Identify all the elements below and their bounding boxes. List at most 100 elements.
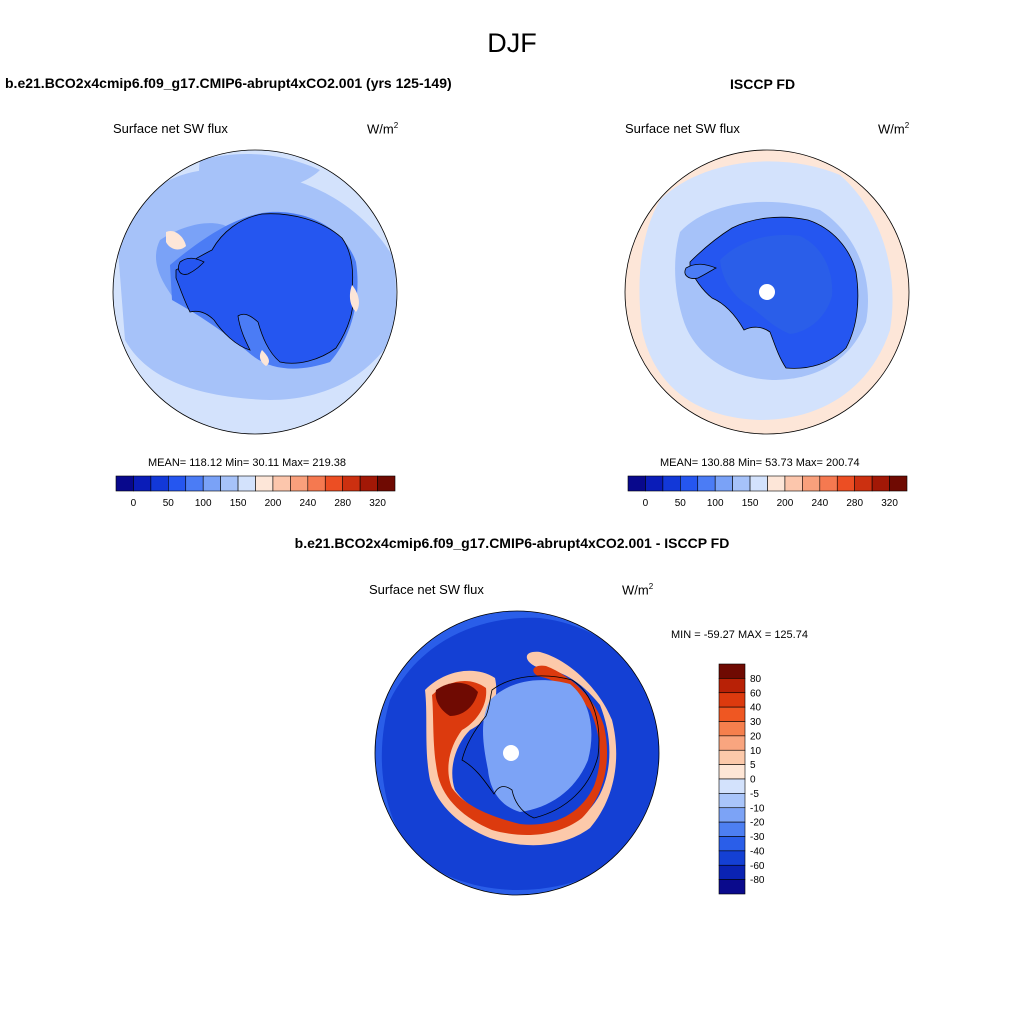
colorbar-2-box [749,475,768,492]
colorbar-1-tick-label: 200 [265,498,282,509]
colorbar-3-tick-label: -30 [750,832,765,843]
colorbar-1-box [133,475,152,492]
colorbar-3-box [718,778,746,794]
colorbar-3-tick-label: -20 [750,818,765,829]
colorbar-1-tick-label: 100 [195,498,212,509]
colorbar-3-box [718,663,746,679]
colorbar-2-box [767,475,786,492]
panel-1-title: b.e21.BCO2x4cmip6.f09_g17.CMIP6-abrupt4x… [5,75,452,91]
colorbar-2-tick-label: 320 [881,498,898,509]
map-3-antarctica-interior [483,680,592,812]
colorbar-3-tick-label: 30 [750,717,762,728]
colorbar-3-box [718,692,746,708]
map-1-warm-spot-c [259,350,269,366]
colorbar-2-box [714,475,733,492]
colorbar-1-box [359,475,378,492]
colorbar-1-tick-label: 240 [299,498,316,509]
colorbar-2-tick-label: 50 [675,498,687,509]
panel-3-variable: Surface net SW flux [369,582,484,597]
colorbar-1-box [307,475,326,492]
map-2-peninsula [684,263,717,279]
colorbar-2-box [662,475,681,492]
panel-1-stats: MEAN= 118.12 Min= 30.11 Max= 219.38 [148,457,347,469]
colorbar-2-box [802,475,821,492]
panel-2-stats: MEAN= 130.88 Min= 53.73 Max= 200.74 [660,457,860,469]
colorbar-3-tick-label: 40 [750,703,762,714]
colorbar-2-tick-label: 240 [811,498,828,509]
colorbar-1-box [185,475,204,492]
map-3-warm-ring-inner [432,665,608,835]
colorbar-3-tick-label: 80 [750,674,762,685]
map-1-peninsula [178,257,205,275]
colorbar-3-box [718,706,746,722]
colorbar-2-tick-label: 150 [742,498,759,509]
colorbar-3-box [718,735,746,751]
colorbar-3-tick-label: 60 [750,688,762,699]
map-3 [375,611,659,895]
colorbar-1-box [272,475,291,492]
colorbar-2-tick-label: 200 [777,498,794,509]
colorbar-1-box [202,475,221,492]
colorbar-2-box [784,475,803,492]
colorbar-3-box [718,721,746,737]
colorbar-3-tick-label: -5 [750,789,759,800]
panel-2-units: W/m2 [878,121,910,137]
map-3-coast [461,675,600,819]
colorbar-1-tick-label: 50 [163,498,175,509]
colorbar-1-tick-label: 280 [334,498,351,509]
colorbar-3-box [718,836,746,852]
colorbar-1-box [237,475,256,492]
colorbar-1-box [377,475,396,492]
panel-2-variable: Surface net SW flux [625,121,740,136]
colorbar-3-box [718,793,746,809]
colorbar-1-box [324,475,343,492]
colorbar-1-box [115,475,134,492]
colorbar-3-tick-label: -80 [750,875,765,886]
colorbar-2-box [645,475,664,492]
map-2-polar-hole [759,284,775,300]
colorbar-2-box [697,475,716,492]
colorbar-3-box [718,807,746,823]
panel-3-units: W/m2 [622,582,654,598]
colorbar-3: 80 60 40 30 20 10 5 0 -5 -10 -20 -30 -40 -60 -80 [718,663,765,895]
map-2 [625,150,909,434]
panel-3-title: b.e21.BCO2x4cmip6.f09_g17.CMIP6-abrupt4x… [294,535,730,551]
colorbar-2-tick-label: 100 [707,498,724,509]
map-1-antarctica [175,213,354,364]
colorbar-1-box [255,475,274,492]
colorbar-3-box [718,879,746,895]
colorbar-2-box [889,475,908,492]
colorbar-3-tick-label: 20 [750,731,762,742]
colorbar-1: 0 50 100 150 200 240 280 320 [115,475,396,509]
map-3-border [374,610,660,896]
colorbar-2-box [836,475,855,492]
map-3-polar-hole [503,745,519,761]
colorbar-2-box [871,475,890,492]
panel-3-stats: MIN = -59.27 MAX = 125.74 [671,629,808,641]
colorbar-3-tick-label: 0 [750,775,756,786]
map-2-inner-ice [720,235,833,334]
colorbar-3-tick-label: -10 [750,803,765,814]
colorbar-3-tick-label: -40 [750,846,765,857]
colorbar-2: 0 50 100 150 200 240 280 320 [627,475,908,509]
map-2-border [624,149,910,435]
colorbar-1-tick-label: 0 [131,498,137,509]
colorbar-3-box [718,821,746,837]
map-3-warm-core [435,682,478,716]
map-1 [113,150,397,434]
colorbar-2-box [732,475,751,492]
colorbar-3-tick-label: 5 [750,760,756,771]
colorbar-1-box [168,475,187,492]
colorbar-3-box [718,864,746,880]
panel-1-variable: Surface net SW flux [113,121,228,136]
panel-1-units: W/m2 [367,121,399,137]
colorbar-1-tick-label: 150 [230,498,247,509]
colorbar-2-tick-label: 0 [643,498,649,509]
colorbar-1-box [220,475,239,492]
colorbar-1-box [342,475,361,492]
map-1-patch-a [199,154,320,200]
panel-2-title: ISCCP FD [730,76,796,92]
colorbar-3-box [718,850,746,866]
figure-title: DJF [487,28,537,58]
